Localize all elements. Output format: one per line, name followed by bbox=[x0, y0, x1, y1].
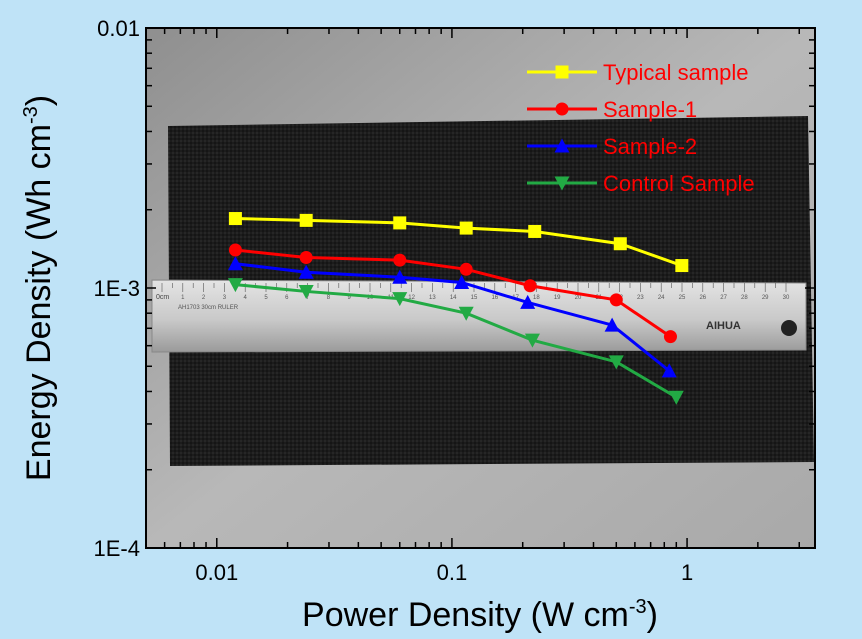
series-typical-sample bbox=[228, 212, 689, 273]
legend-label: Control Sample bbox=[603, 171, 755, 196]
data-point bbox=[393, 216, 407, 230]
ruler-number: 28 bbox=[741, 295, 748, 301]
ruler-number: 19 bbox=[554, 295, 561, 301]
data-point bbox=[663, 330, 677, 344]
series-layer bbox=[227, 212, 689, 405]
tick-labels: 0.01 0.1 1 1E-4 1E-3 0.01 bbox=[94, 16, 694, 585]
ruler-ticks: 1234567891011121314151617181920212223242… bbox=[161, 283, 790, 301]
data-point bbox=[228, 243, 242, 257]
ruler-brand-label: AIHUA bbox=[706, 320, 741, 332]
x-axis-title-sup: -3 bbox=[629, 596, 647, 618]
data-point bbox=[299, 251, 313, 265]
series-control-sample bbox=[227, 278, 684, 405]
series-sample-2 bbox=[227, 256, 677, 378]
y-tick-label: 1E-3 bbox=[94, 276, 140, 301]
legend-marker bbox=[554, 138, 570, 153]
x-axis-title-tail: ) bbox=[647, 596, 658, 634]
ruler: 1234567891011121314151617181920212223242… bbox=[151, 279, 807, 353]
ruler-number: 14 bbox=[450, 295, 457, 301]
x-axis-title: Power Density (W cm-3) bbox=[302, 596, 658, 634]
x-axis-title-main: Power Density (W cm bbox=[302, 596, 629, 634]
ruler-number: 10 bbox=[367, 295, 374, 301]
data-point bbox=[604, 317, 620, 332]
ruler-body bbox=[151, 279, 807, 353]
ruler-number: 7 bbox=[306, 295, 310, 301]
data-point bbox=[613, 237, 627, 251]
data-point bbox=[228, 212, 242, 226]
data-point bbox=[520, 294, 536, 309]
ruler-number: 24 bbox=[658, 295, 665, 301]
y-tick-label: 1E-4 bbox=[94, 536, 140, 561]
data-point bbox=[392, 292, 408, 307]
data-point bbox=[661, 363, 677, 378]
data-point bbox=[523, 279, 537, 293]
y-axis-title-main: Energy Density (Wh cm bbox=[20, 124, 58, 481]
y-axis-title-tail: ) bbox=[20, 95, 58, 106]
ruler-label-cm: 0cm bbox=[156, 294, 169, 301]
series-sample-1 bbox=[228, 243, 677, 344]
ruler-number: 9 bbox=[348, 295, 352, 301]
ruler-hole bbox=[781, 320, 797, 336]
legend-marker bbox=[554, 176, 570, 191]
data-point bbox=[227, 278, 243, 293]
data-point bbox=[392, 269, 408, 284]
data-point bbox=[459, 221, 473, 235]
ruler-number: 12 bbox=[408, 295, 415, 301]
ruler-number: 3 bbox=[223, 295, 227, 301]
ruler-number: 16 bbox=[491, 295, 498, 301]
data-point bbox=[299, 213, 313, 227]
data-point bbox=[608, 355, 624, 370]
ruler-number: 6 bbox=[285, 295, 289, 301]
legend-item: Control Sample bbox=[527, 171, 755, 196]
legend-item: Sample-1 bbox=[527, 97, 697, 122]
legend-label: Typical sample bbox=[603, 60, 749, 85]
y-tick-label: 0.01 bbox=[97, 16, 140, 41]
legend-marker bbox=[555, 65, 569, 79]
data-point bbox=[524, 333, 540, 348]
data-point bbox=[609, 293, 623, 307]
ruler-number: 30 bbox=[783, 295, 790, 301]
data-point bbox=[227, 256, 243, 271]
ruler-number: 13 bbox=[429, 295, 436, 301]
x-tick-label: 1 bbox=[681, 560, 693, 585]
ruler-number: 15 bbox=[471, 295, 478, 301]
ruler-number: 2 bbox=[202, 295, 206, 301]
legend-item: Typical sample bbox=[527, 60, 749, 85]
ruler-number: 26 bbox=[699, 295, 706, 301]
data-point bbox=[675, 259, 689, 273]
legend-marker bbox=[555, 102, 569, 116]
data-point bbox=[458, 306, 474, 321]
y-axis-title: Energy Density (Wh cm-3) bbox=[20, 95, 58, 481]
data-point bbox=[298, 264, 314, 279]
ruler-model-label: AH1703 30cm RULER bbox=[178, 305, 239, 311]
legend: Typical sample Sample-1 Sample-2 Control Sa… bbox=[527, 60, 755, 196]
ruler-number: 8 bbox=[327, 295, 331, 301]
ruler-number: 1 bbox=[181, 295, 185, 301]
data-point bbox=[298, 284, 314, 299]
ruler-number: 23 bbox=[637, 295, 644, 301]
ruler-number: 5 bbox=[264, 295, 268, 301]
legend-label: Sample-1 bbox=[603, 97, 697, 122]
legend-item: Sample-2 bbox=[527, 134, 697, 159]
legend-label: Sample-2 bbox=[603, 134, 697, 159]
x-tick-label: 0.1 bbox=[437, 560, 468, 585]
data-point bbox=[459, 262, 473, 276]
data-point bbox=[454, 274, 470, 289]
ruler-number: 25 bbox=[679, 295, 686, 301]
x-tick-label: 0.01 bbox=[195, 560, 238, 585]
axis-ticks bbox=[145, 27, 815, 549]
ruler-number: 4 bbox=[244, 295, 248, 301]
y-axis-title-sup: -3 bbox=[20, 106, 42, 124]
ruler-number: 27 bbox=[720, 295, 727, 301]
ruler-number: 18 bbox=[533, 295, 540, 301]
ruler-number: 20 bbox=[575, 295, 582, 301]
data-point bbox=[668, 390, 684, 405]
data-point bbox=[528, 224, 542, 238]
ruler-number: 29 bbox=[762, 295, 769, 301]
data-point bbox=[393, 253, 407, 267]
